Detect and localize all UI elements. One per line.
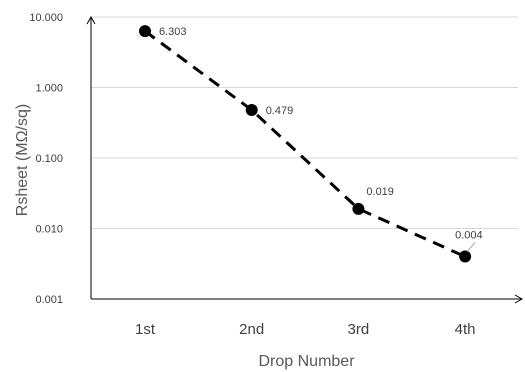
y-tick-label: 0.001 <box>35 294 63 306</box>
y-axis-title: Rsheet (MΩ/sq) <box>14 104 31 216</box>
data-label: 0.004 <box>455 230 483 242</box>
y-tick-labels: 10.000 1.000 0.100 0.010 0.001 <box>29 12 63 306</box>
data-point <box>459 250 472 263</box>
x-tick-label: 2nd <box>239 321 264 338</box>
x-tick-label: 1st <box>135 321 156 338</box>
data-label: 0.019 <box>366 186 394 198</box>
y-axis-arrow <box>86 15 96 25</box>
data-points <box>139 25 472 263</box>
y-tick-label: 0.100 <box>35 153 63 165</box>
data-label: 0.479 <box>266 105 294 117</box>
data-label: 6.303 <box>159 26 187 38</box>
data-label-leader <box>466 242 476 252</box>
x-axis-arrow <box>514 294 524 304</box>
series-line <box>144 29 466 258</box>
data-labels: 6.303 0.479 0.019 0.004 <box>159 26 483 252</box>
x-tick-label: 3rd <box>348 321 370 338</box>
x-tick-labels: 1st 2nd 3rd 4th <box>135 321 476 338</box>
y-tick-label: 0.010 <box>35 224 63 236</box>
y-tick-label: 10.000 <box>29 12 63 24</box>
data-point <box>139 25 151 38</box>
data-point <box>352 202 365 215</box>
y-tick-label: 1.000 <box>35 83 63 95</box>
x-axis-title: Drop Number <box>258 353 355 370</box>
data-point <box>245 104 258 117</box>
gridlines <box>91 16 518 229</box>
x-tick-label: 4th <box>455 321 476 338</box>
